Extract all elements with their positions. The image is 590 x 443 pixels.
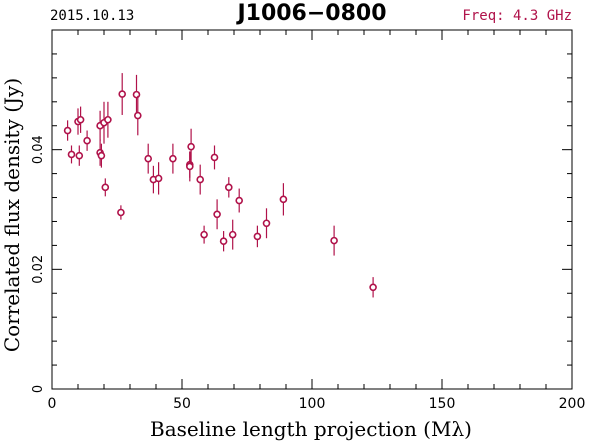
data-point bbox=[97, 151, 106, 160]
data-point bbox=[104, 115, 112, 124]
y-tick-labels: 0 0.02 0.04 bbox=[31, 135, 46, 393]
data-point bbox=[196, 175, 204, 184]
x-tick-label: 150 bbox=[429, 396, 456, 412]
data-point bbox=[187, 142, 195, 151]
data-point bbox=[76, 115, 85, 124]
data-point bbox=[118, 90, 126, 98]
data-point bbox=[213, 210, 221, 219]
x-tick-label: 200 bbox=[559, 396, 586, 412]
data-point bbox=[262, 219, 271, 228]
y-tick-label: 0 bbox=[31, 385, 46, 393]
data-point bbox=[67, 150, 76, 159]
data-points bbox=[63, 73, 377, 298]
data-point bbox=[253, 232, 262, 241]
data-point bbox=[219, 237, 228, 246]
data-point bbox=[83, 136, 91, 145]
data-point bbox=[63, 126, 72, 135]
y-tick-label: 0.04 bbox=[31, 135, 46, 164]
data-point bbox=[225, 183, 233, 192]
data-point bbox=[132, 90, 141, 99]
source-title: J1006−0800 bbox=[235, 1, 386, 26]
y-axis-label: Correlated flux density (Jy) bbox=[0, 78, 24, 352]
data-point bbox=[210, 153, 219, 162]
data-point bbox=[101, 183, 110, 192]
x-tick-label: 50 bbox=[173, 396, 191, 412]
date-label: 2015.10.13 bbox=[50, 8, 134, 24]
data-point bbox=[144, 154, 152, 163]
data-point bbox=[169, 154, 177, 163]
data-point bbox=[154, 174, 163, 183]
data-point bbox=[279, 195, 288, 204]
x-tick-label: 100 bbox=[299, 396, 326, 412]
data-point bbox=[134, 111, 142, 120]
data-point bbox=[186, 162, 194, 171]
data-point bbox=[330, 236, 338, 245]
data-point bbox=[235, 196, 243, 205]
x-tick-labels: 0 50 100 150 200 bbox=[48, 396, 586, 412]
plot-frame bbox=[51, 29, 573, 390]
data-point bbox=[117, 208, 125, 217]
data-point bbox=[75, 151, 84, 160]
x-tick-label: 0 bbox=[48, 396, 57, 412]
x-axis-label: Baseline length projection (Mλ) bbox=[150, 417, 472, 441]
data-point bbox=[369, 283, 377, 292]
data-point bbox=[200, 230, 208, 239]
y-tick-label: 0.02 bbox=[31, 255, 46, 284]
axis-ticks bbox=[51, 29, 573, 390]
plot-border bbox=[51, 29, 573, 390]
data-point bbox=[228, 230, 237, 239]
frequency-label: Freq: 4.3 GHz bbox=[462, 8, 572, 24]
